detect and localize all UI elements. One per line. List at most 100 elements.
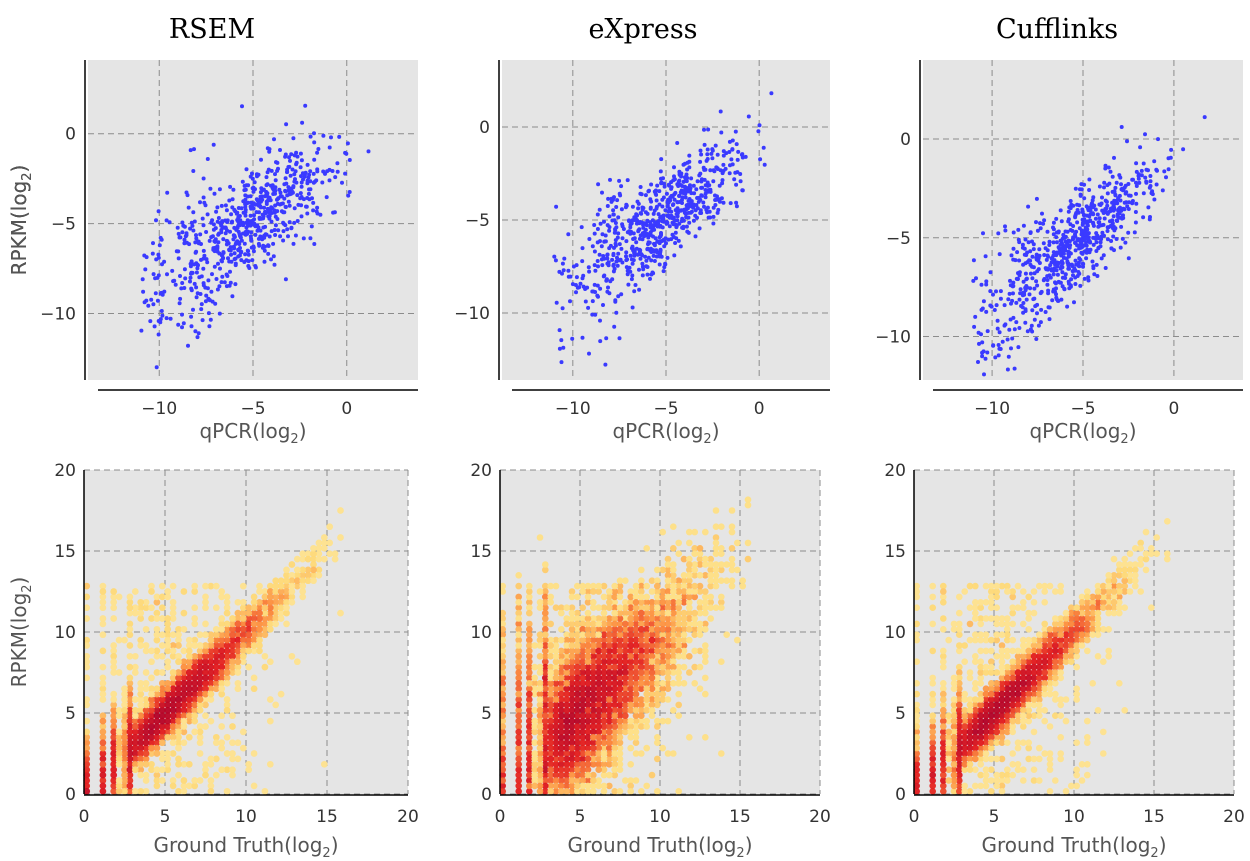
density-cell xyxy=(245,604,253,612)
density-cell xyxy=(185,696,193,703)
density-cell xyxy=(712,534,720,541)
scatter-point xyxy=(184,233,189,238)
density-cell xyxy=(1003,674,1011,682)
density-cell xyxy=(1003,582,1011,590)
density-cell xyxy=(950,728,958,736)
density-cell xyxy=(131,750,139,757)
density-cell xyxy=(605,604,613,612)
density-cell xyxy=(584,658,592,666)
density-cell xyxy=(175,755,182,763)
density-cell xyxy=(180,728,188,736)
scatter-point xyxy=(702,177,707,182)
scatter-point xyxy=(1141,161,1146,166)
scatter-point xyxy=(1047,305,1052,310)
density-cell xyxy=(1062,647,1070,655)
density-cell xyxy=(696,663,704,671)
scatter-point xyxy=(680,201,684,205)
scatter-point xyxy=(269,219,274,224)
density-cell xyxy=(950,766,958,774)
scatter-point xyxy=(992,308,997,312)
scatter-point xyxy=(738,179,743,184)
scatter-point xyxy=(727,150,732,154)
density-cell xyxy=(1009,620,1017,628)
scatter-point xyxy=(680,225,685,230)
scatter-point xyxy=(243,207,248,212)
density-cell xyxy=(293,555,301,563)
density-cell xyxy=(939,701,947,709)
density-cell xyxy=(310,571,317,579)
scatter-point xyxy=(1091,264,1096,269)
density-cell xyxy=(121,739,128,747)
density-cell xyxy=(1019,636,1027,644)
density-cell xyxy=(616,690,624,698)
density-cell xyxy=(557,690,565,698)
scatter-point xyxy=(656,212,661,217)
density-cell xyxy=(185,690,193,698)
density-cell xyxy=(169,733,177,741)
scatter-point xyxy=(1067,245,1072,250)
scatter-point xyxy=(216,261,220,266)
scatter-point xyxy=(275,201,280,206)
scatter-point xyxy=(200,318,205,323)
density-cell xyxy=(288,582,296,590)
y-tick-label: 5 xyxy=(895,704,906,724)
scatter-point xyxy=(587,237,592,241)
scatter-point xyxy=(699,185,704,190)
scatter-point xyxy=(1066,238,1071,243)
density-cell xyxy=(680,609,688,617)
density-cell xyxy=(595,723,603,730)
density-cell xyxy=(1041,690,1049,698)
scatter-point xyxy=(181,223,186,228)
density-cell xyxy=(987,696,995,703)
density-cell xyxy=(691,625,699,633)
density-cell xyxy=(525,593,533,601)
density-cell xyxy=(169,712,177,720)
scatter-point xyxy=(262,259,267,264)
scatter-point xyxy=(639,192,644,197)
density-cell xyxy=(552,582,560,590)
scatter-point xyxy=(1034,220,1038,225)
density-cell xyxy=(600,642,608,649)
density-cell xyxy=(977,706,985,714)
density-cell xyxy=(982,728,990,736)
scatter-point xyxy=(1045,253,1050,258)
density-cell xyxy=(499,706,507,714)
scatter-point xyxy=(1007,291,1012,296)
density-cell xyxy=(653,636,661,644)
y-tick-label: 0 xyxy=(895,785,906,805)
scatter-point xyxy=(574,263,579,268)
density-cell xyxy=(913,782,921,790)
density-cell xyxy=(627,642,635,649)
density-cell xyxy=(223,679,231,687)
scatter-point xyxy=(209,289,214,294)
density-cell xyxy=(696,561,704,568)
scatter-point xyxy=(294,180,299,185)
density-cell xyxy=(939,706,947,714)
density-cell xyxy=(653,642,661,649)
density-cell xyxy=(611,712,619,720)
scatter-point xyxy=(273,185,278,190)
scatter-point xyxy=(155,298,160,303)
scatter-point xyxy=(673,190,678,195)
density-cell xyxy=(961,787,969,795)
y-tick-label: 20 xyxy=(54,461,76,481)
density-cell xyxy=(680,582,688,590)
density-cell xyxy=(939,723,947,730)
density-cell xyxy=(83,766,91,774)
density-cell xyxy=(600,782,608,790)
density-cell xyxy=(584,771,592,779)
density-cell xyxy=(525,744,533,752)
density-cell xyxy=(515,787,523,795)
scatter-point xyxy=(201,176,206,181)
scatter-point xyxy=(272,137,276,142)
density-cell xyxy=(712,582,720,590)
density-cell xyxy=(531,755,539,763)
density-cell xyxy=(664,566,672,574)
density-cell xyxy=(1126,588,1134,595)
density-cell xyxy=(573,674,581,682)
density-cell xyxy=(331,555,339,563)
density-cell xyxy=(971,728,979,736)
density-cell xyxy=(659,625,667,633)
density-cell xyxy=(557,685,565,693)
